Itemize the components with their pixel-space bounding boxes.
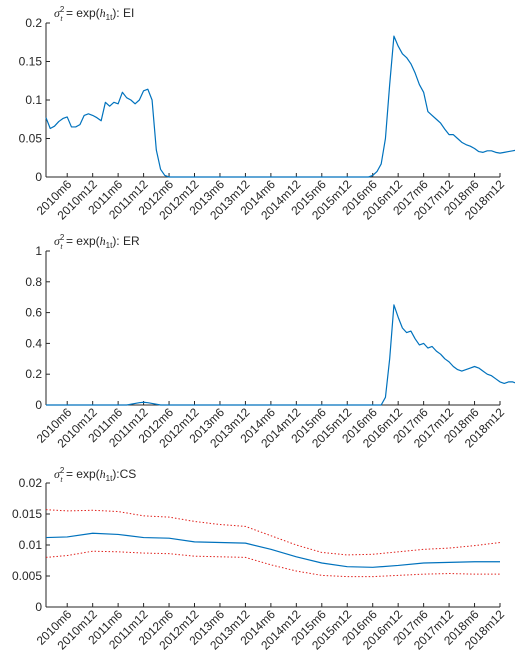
y-tick-label: 0.2 <box>25 367 42 381</box>
y-tick-label: 0.02 <box>19 476 43 490</box>
y-tick-label: 0.015 <box>12 507 42 521</box>
y-tick-label: 0.05 <box>19 132 43 146</box>
band-line <box>45 509 501 556</box>
panel-title: σ2 t = exp(h1t): ER <box>54 233 140 251</box>
y-tick-label: 0 <box>35 398 42 412</box>
band-line <box>45 550 500 578</box>
y-tick-label: 0.6 <box>25 306 42 320</box>
y-tick-label: 0.1 <box>25 93 42 107</box>
panel-ei: 00.050.10.150.22010m62010m122011m62011m1… <box>19 5 515 223</box>
y-tick-label: 0 <box>35 170 42 184</box>
panel-er: 00.20.40.60.812010m62010m122011m62011m12… <box>25 233 515 451</box>
series-line <box>46 304 515 406</box>
series-line <box>45 532 500 568</box>
y-tick-label: 0.005 <box>12 569 42 583</box>
y-tick-label: 0.4 <box>25 336 42 350</box>
panel-title: σ2 t = exp(h1t):CS <box>54 466 136 484</box>
y-tick-label: 0.2 <box>25 16 42 30</box>
y-tick-label: 1 <box>35 244 42 258</box>
panel-title: σ2 t = exp(h1t): EI <box>54 5 134 23</box>
y-tick-label: 0.8 <box>25 275 42 289</box>
y-tick-label: 0.01 <box>19 538 43 552</box>
y-tick-label: 0.15 <box>19 55 43 69</box>
y-tick-label: 0 <box>35 600 42 614</box>
panel-cs: 00.0050.010.0150.022010m62010m122011m620… <box>12 466 507 653</box>
series-line <box>45 35 515 178</box>
